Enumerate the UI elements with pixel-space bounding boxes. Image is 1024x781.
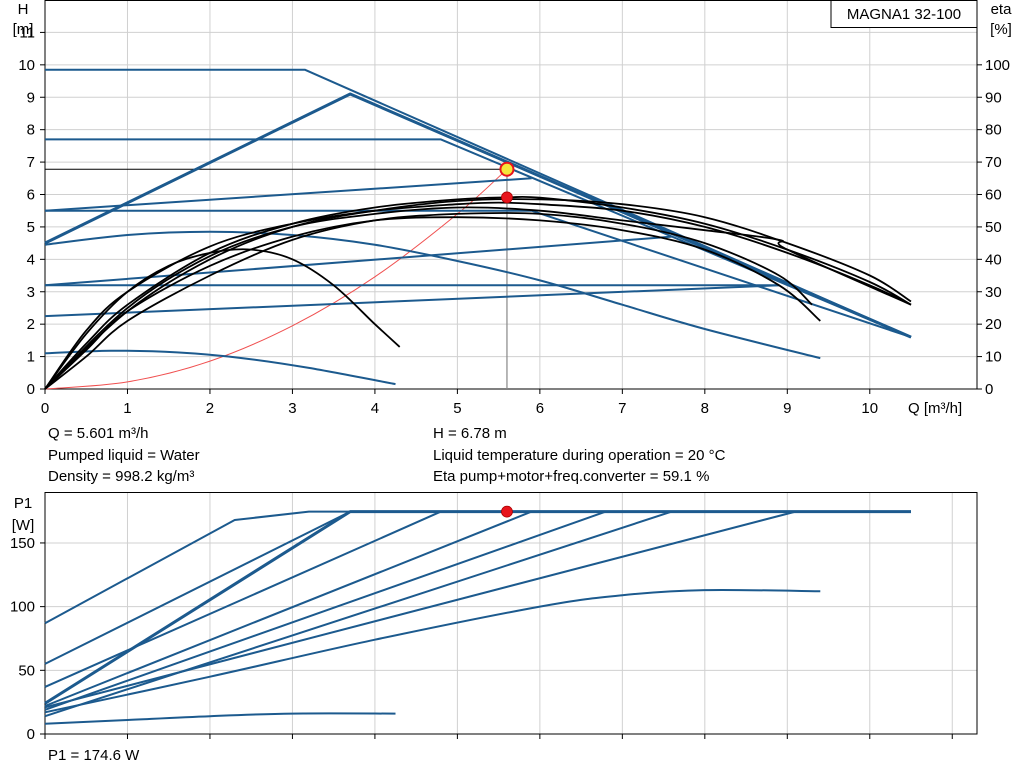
y2-tick-label: 50 bbox=[985, 219, 1002, 236]
power-curve-3 bbox=[44, 510, 911, 705]
y-tick-label: 3 bbox=[27, 284, 35, 301]
efficiency-curve-5 bbox=[44, 212, 813, 390]
power-curve-6 bbox=[44, 510, 607, 711]
x-axis-label: Q [m³/h] bbox=[908, 400, 962, 417]
x-tick-label: 8 bbox=[701, 400, 709, 417]
model-title-box bbox=[830, 0, 978, 28]
head-readout: H = 6.78 m bbox=[433, 425, 507, 442]
y2-tick-label: 60 bbox=[985, 187, 1002, 204]
efficiency-curve-7 bbox=[44, 198, 912, 390]
head-curve-4 bbox=[44, 177, 532, 212]
head-duty-point bbox=[499, 161, 515, 177]
y2-axis-label: eta bbox=[991, 1, 1013, 18]
power-curve-9 bbox=[44, 588, 821, 714]
flow-readout: Q = 5.601 m³/h bbox=[48, 425, 149, 442]
y2-tick-label: 10 bbox=[985, 349, 1002, 366]
y-tick-label: 0 bbox=[27, 726, 35, 743]
x-tick-label: 0 bbox=[41, 400, 49, 417]
y2-tick-label: 20 bbox=[985, 316, 1002, 333]
y2-axis-unit: [%] bbox=[990, 21, 1012, 38]
pumped-liquid-readout: Pumped liquid = Water bbox=[48, 447, 200, 464]
head-curve-8 bbox=[44, 284, 780, 318]
y2-tick-label: 70 bbox=[985, 154, 1002, 171]
y-tick-label: 10 bbox=[18, 57, 35, 74]
power-curve-7 bbox=[44, 510, 673, 718]
power-duty-point bbox=[501, 505, 513, 518]
y2-tick-label: 30 bbox=[985, 284, 1002, 301]
efficiency-curve-3 bbox=[44, 201, 912, 390]
x-tick-label: 7 bbox=[618, 400, 626, 417]
y-tick-label: 4 bbox=[27, 251, 35, 268]
x-tick-label: 10 bbox=[861, 400, 878, 417]
x-tick-label: 1 bbox=[123, 400, 131, 417]
y2-tick-label: 100 bbox=[985, 57, 1010, 74]
power-curve-8 bbox=[44, 510, 796, 709]
head-curve-2 bbox=[45, 68, 912, 339]
y-tick-label: 0 bbox=[27, 381, 35, 398]
power-chart: 0 50 100 150 P1 [W] bbox=[10, 492, 978, 743]
y-tick-label: 6 bbox=[27, 187, 35, 204]
head-efficiency-chart: 0 1 2 3 4 5 6 7 8 9 100123456789101101020304050607… bbox=[13, 0, 1013, 417]
y2-tick-label: 80 bbox=[985, 122, 1002, 139]
plot-border bbox=[44, 492, 978, 735]
x-tick-label: 3 bbox=[288, 400, 296, 417]
y-axis-unit: [W] bbox=[12, 517, 35, 534]
x-tick-label: 2 bbox=[206, 400, 214, 417]
y-tick-label: 11 bbox=[19, 24, 35, 41]
y-axis-unit: [m] bbox=[13, 21, 34, 38]
power-curve-10 bbox=[44, 712, 396, 725]
model-title: MAGNA1 32-100 bbox=[847, 6, 961, 23]
y-tick-label: 8 bbox=[27, 122, 35, 139]
y-tick-label: 2 bbox=[27, 316, 35, 333]
y-tick-label: 100 bbox=[10, 599, 35, 616]
y-tick-label: 50 bbox=[18, 662, 35, 679]
y2-tick-label: 40 bbox=[985, 251, 1002, 268]
x-tick-label: 9 bbox=[783, 400, 791, 417]
liquid-temperature-readout: Liquid temperature during operation = 20… bbox=[433, 447, 726, 464]
efficiency-readout: Eta pump+motor+freq.converter = 59.1 % bbox=[433, 468, 710, 485]
y-tick-label: 7 bbox=[27, 154, 35, 171]
density-readout: Density = 998.2 kg/m³ bbox=[48, 468, 195, 485]
efficiency-duty-point bbox=[501, 191, 513, 204]
y-axis-label: P1 bbox=[14, 495, 32, 512]
x-tick-label: 4 bbox=[371, 400, 379, 417]
y-axis-label: H bbox=[18, 1, 29, 18]
x-tick-label: 5 bbox=[453, 400, 461, 417]
head-curve-10 bbox=[44, 349, 396, 386]
head-curve-9 bbox=[44, 230, 821, 360]
power-readout: P1 = 174.6 W bbox=[48, 747, 140, 764]
power-curve-4 bbox=[44, 510, 442, 688]
y-tick-label: 9 bbox=[27, 89, 35, 106]
power-curve-5 bbox=[44, 510, 532, 707]
efficiency-curve-4 bbox=[44, 195, 912, 390]
power-curve-2 bbox=[44, 510, 351, 665]
y2-tick-label: 90 bbox=[985, 89, 1002, 106]
x-tick-label: 6 bbox=[536, 400, 544, 417]
y-tick-label: 5 bbox=[27, 219, 35, 236]
y-tick-label: 150 bbox=[10, 535, 35, 552]
y-tick-label: 1 bbox=[27, 349, 35, 366]
y2-tick-label: 0 bbox=[985, 381, 993, 398]
